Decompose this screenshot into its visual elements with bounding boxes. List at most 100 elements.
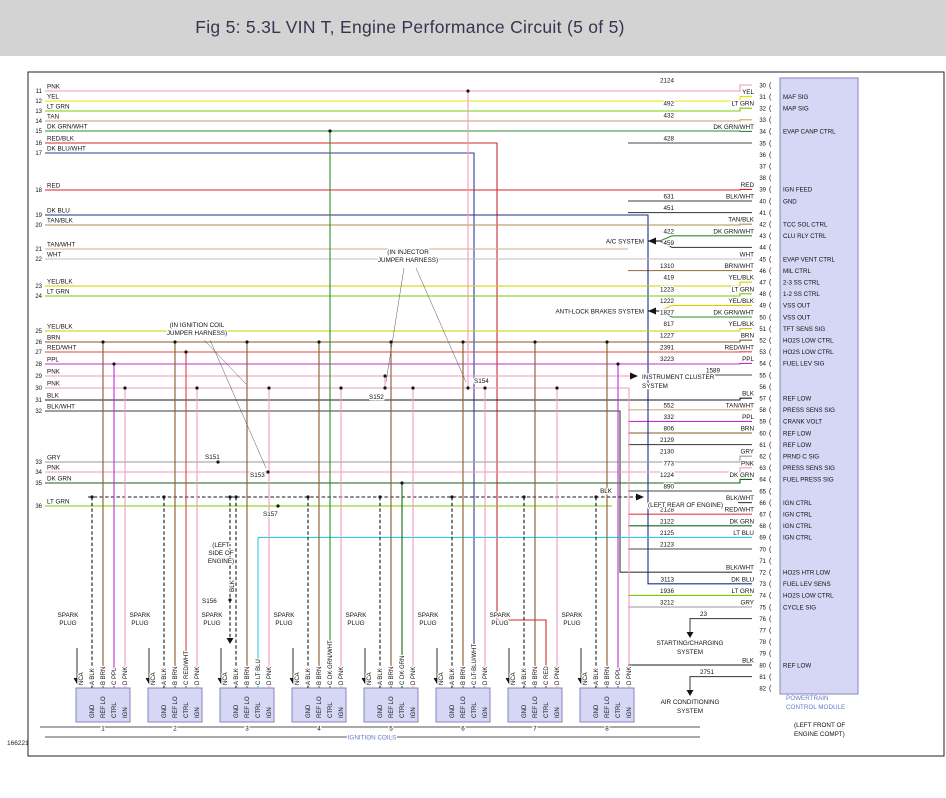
- splice-dot: [306, 495, 310, 499]
- coil-pin-label: D PNK: [267, 667, 273, 685]
- wire-color-label: TAN/BLK: [728, 217, 755, 224]
- pcm-pin-number: 44: [759, 246, 766, 252]
- coil-pin-label: B BRN: [245, 667, 251, 685]
- coil-pin-label: A BLK: [90, 668, 96, 685]
- pcm-signal-label: CLU RLY CTRL: [783, 233, 827, 240]
- pcm-signal-label: REF LOW: [783, 662, 811, 669]
- annotation: AIR CONDITIONING: [661, 699, 720, 706]
- wire-number: 492: [663, 101, 674, 108]
- arrowhead: [636, 493, 644, 501]
- pcm-pin-cavity: (: [769, 581, 772, 588]
- splice-dot: [234, 495, 238, 499]
- wire-number: 1589: [706, 368, 721, 375]
- wire-color-label: DK GRN/WHT: [713, 228, 754, 235]
- wire-color-label: PPL: [47, 357, 59, 364]
- wire-color-label: DK GRN/WHT: [713, 310, 754, 317]
- wire-color-label: PNK: [741, 460, 755, 467]
- pcm-signal-label: GND: [783, 198, 797, 205]
- pcm-pin-cavity: (: [769, 604, 772, 611]
- coil-terminal-label: REF LO: [605, 696, 611, 718]
- pcm-pin-cavity: (: [769, 535, 772, 542]
- pcm-pin-cavity: (: [769, 106, 772, 113]
- wire-number: 2125: [660, 530, 675, 537]
- circuit-wire: [45, 410, 752, 573]
- left-pin-number: 32: [35, 409, 42, 415]
- ignition-coil-box: [579, 687, 635, 723]
- splice-dot: [378, 495, 382, 499]
- wire-color-label: DK GRN/WHT: [47, 124, 88, 131]
- circuit-wire: [45, 339, 752, 343]
- coil-terminal-label: IGN: [339, 707, 345, 718]
- annotation: S157: [263, 511, 278, 518]
- splice-dot: [228, 598, 232, 602]
- pcm-signal-label: REF LOW: [783, 396, 811, 403]
- wire-color-label: YEL: [742, 89, 754, 96]
- coil-number: 8: [605, 726, 609, 733]
- left-pin-number: 21: [35, 247, 42, 253]
- spark-plug-label: SPARK: [418, 612, 440, 619]
- pcm-pin-number: 51: [759, 327, 766, 333]
- pcm-pin-cavity: (: [769, 349, 772, 356]
- circuit-wire: [45, 84, 752, 92]
- annotation: JUMPER HARNESS): [378, 257, 438, 264]
- pcm-pin-cavity: (: [769, 175, 772, 182]
- left-pin-number: 22: [35, 257, 42, 263]
- coil-pin-label: B BRN: [533, 667, 539, 685]
- coil-terminal-label: REF LO: [533, 696, 539, 718]
- pcm-pin-number: 63: [759, 466, 766, 472]
- pcm-signal-label: HO2S LOW CTRL: [783, 593, 834, 600]
- pcm-signal-label: IGN CTRL: [783, 512, 812, 519]
- annotation: (LEFT: [212, 542, 230, 549]
- pcm-pin-number: 76: [759, 617, 766, 623]
- pcm-pin-number: 56: [759, 385, 766, 391]
- pcm-pin-number: 36: [759, 153, 766, 159]
- annotation: BLK: [229, 579, 236, 592]
- left-pin-number: 19: [35, 213, 42, 219]
- pcm-pin-cavity: (: [769, 94, 772, 101]
- coil-pin-label: NCA: [295, 672, 301, 685]
- coil-terminal-label: IGN: [555, 707, 561, 718]
- wire-color-label: LT GRN: [731, 101, 754, 108]
- wire-number: 817: [663, 321, 674, 328]
- annotation: S156: [202, 598, 217, 605]
- coil-pin-label: B BRN: [173, 667, 179, 685]
- wire-color-label: TAN/WHT: [726, 402, 754, 409]
- splice-dot: [195, 386, 199, 390]
- splice-dot: [522, 495, 526, 499]
- ignition-coil-box: [507, 687, 563, 723]
- splice-dot: [461, 340, 465, 344]
- wire-segment: [203, 339, 247, 385]
- diagram-frame: [27, 71, 945, 757]
- splice-dot: [123, 386, 127, 390]
- wire-segment: [659, 240, 752, 248]
- coil-number: 4: [317, 726, 321, 733]
- wire-number: 3223: [660, 356, 675, 363]
- wire-color-label: YEL/BLK: [47, 279, 73, 286]
- pcm-pin-cavity: (: [769, 477, 772, 484]
- wire-color-label: PNK: [47, 465, 61, 472]
- left-pin-number: 33: [35, 460, 42, 466]
- ignition-coil-box: [75, 687, 131, 723]
- circuit-wire: [45, 478, 752, 484]
- wire-number: 1936: [660, 588, 675, 595]
- pcm-pin-number: 49: [759, 304, 766, 310]
- wire-color-label: BRN: [47, 335, 61, 342]
- pcm-pin-cavity: (: [769, 291, 772, 298]
- coil-terminal-label: CTRL: [544, 702, 550, 718]
- pcm-pin-cavity: (: [769, 442, 772, 449]
- spark-plug-label: PLUG: [203, 620, 220, 627]
- coil-terminal-label: IGN: [267, 707, 273, 718]
- pcm-pin-number: 73: [759, 582, 766, 588]
- wire-number: 428: [663, 136, 674, 143]
- pcm-signal-label: HO2S LOW CTRL: [783, 338, 834, 345]
- circuit-wire: [45, 467, 752, 473]
- coil-terminal-label: CTRL: [112, 702, 118, 718]
- left-pin-number: 30: [35, 386, 42, 392]
- pcm-pin-cavity: (: [769, 233, 772, 240]
- wire-number: 2391: [660, 344, 675, 351]
- pcm-pin-number: 57: [759, 397, 766, 403]
- coil-number: 3: [245, 726, 249, 733]
- pcm-pin-number: 79: [759, 652, 766, 658]
